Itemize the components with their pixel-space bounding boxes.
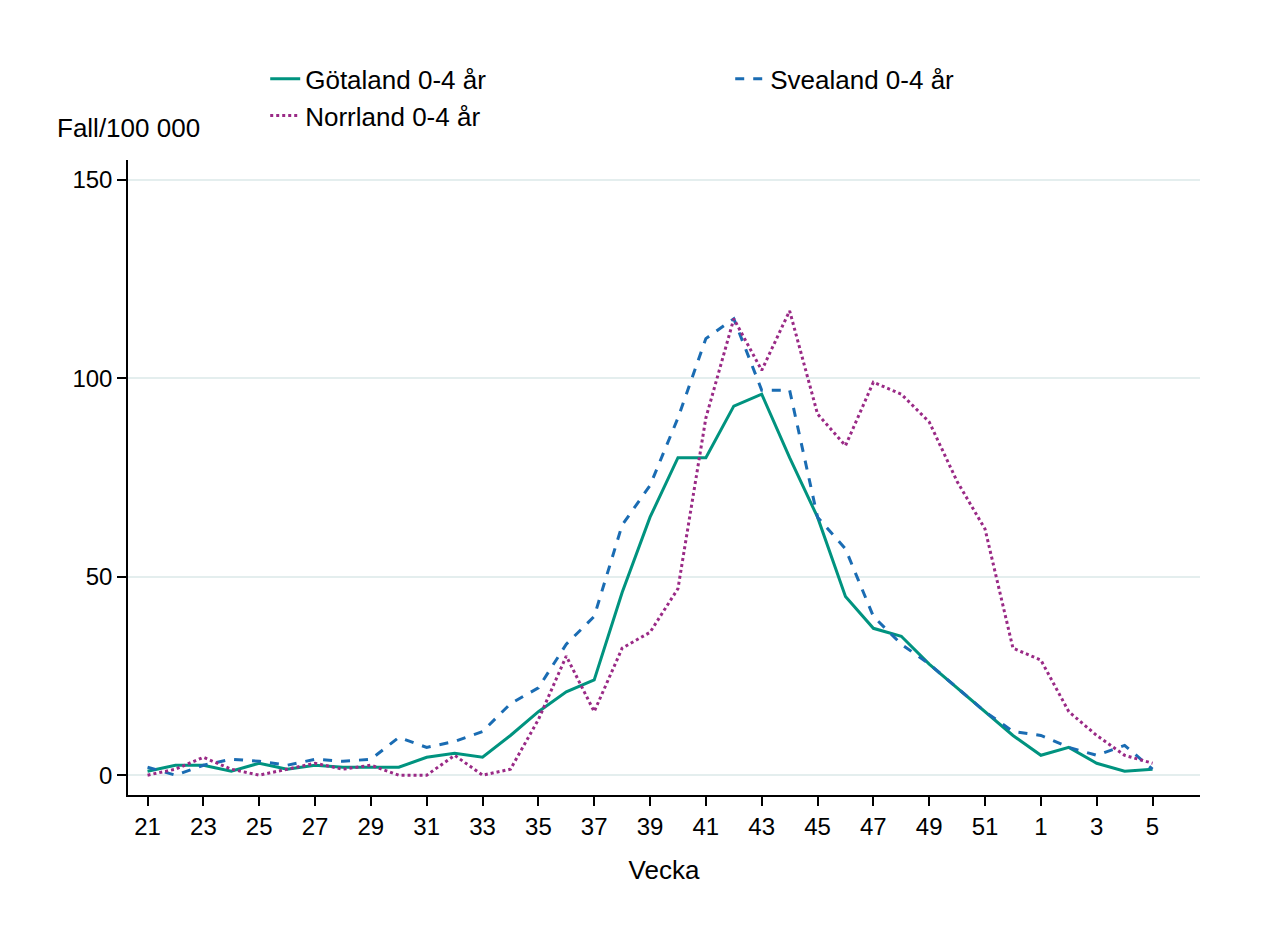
svg-text:23: 23 <box>190 813 217 840</box>
svg-text:51: 51 <box>972 813 999 840</box>
svg-text:3: 3 <box>1090 813 1103 840</box>
svg-text:25: 25 <box>246 813 273 840</box>
svg-text:45: 45 <box>804 813 831 840</box>
svg-text:1: 1 <box>1034 813 1047 840</box>
svg-text:150: 150 <box>72 166 112 193</box>
svg-text:37: 37 <box>581 813 608 840</box>
svg-text:41: 41 <box>693 813 720 840</box>
svg-text:27: 27 <box>302 813 329 840</box>
svg-text:29: 29 <box>358 813 385 840</box>
svg-text:Vecka: Vecka <box>629 855 700 885</box>
svg-text:5: 5 <box>1146 813 1159 840</box>
svg-text:31: 31 <box>413 813 440 840</box>
svg-text:49: 49 <box>916 813 943 840</box>
svg-text:50: 50 <box>86 563 113 590</box>
svg-text:47: 47 <box>860 813 887 840</box>
svg-text:Norrland 0-4 år: Norrland 0-4 år <box>305 102 480 132</box>
svg-text:Götaland 0-4 år: Götaland 0-4 år <box>305 65 486 95</box>
svg-text:39: 39 <box>637 813 664 840</box>
svg-text:0: 0 <box>99 762 112 789</box>
svg-text:Svealand 0-4 år: Svealand 0-4 år <box>770 65 954 95</box>
svg-text:21: 21 <box>134 813 161 840</box>
svg-text:100: 100 <box>72 365 112 392</box>
svg-text:Fall/100 000: Fall/100 000 <box>57 113 200 143</box>
svg-text:43: 43 <box>748 813 775 840</box>
svg-text:35: 35 <box>525 813 552 840</box>
svg-text:33: 33 <box>469 813 496 840</box>
